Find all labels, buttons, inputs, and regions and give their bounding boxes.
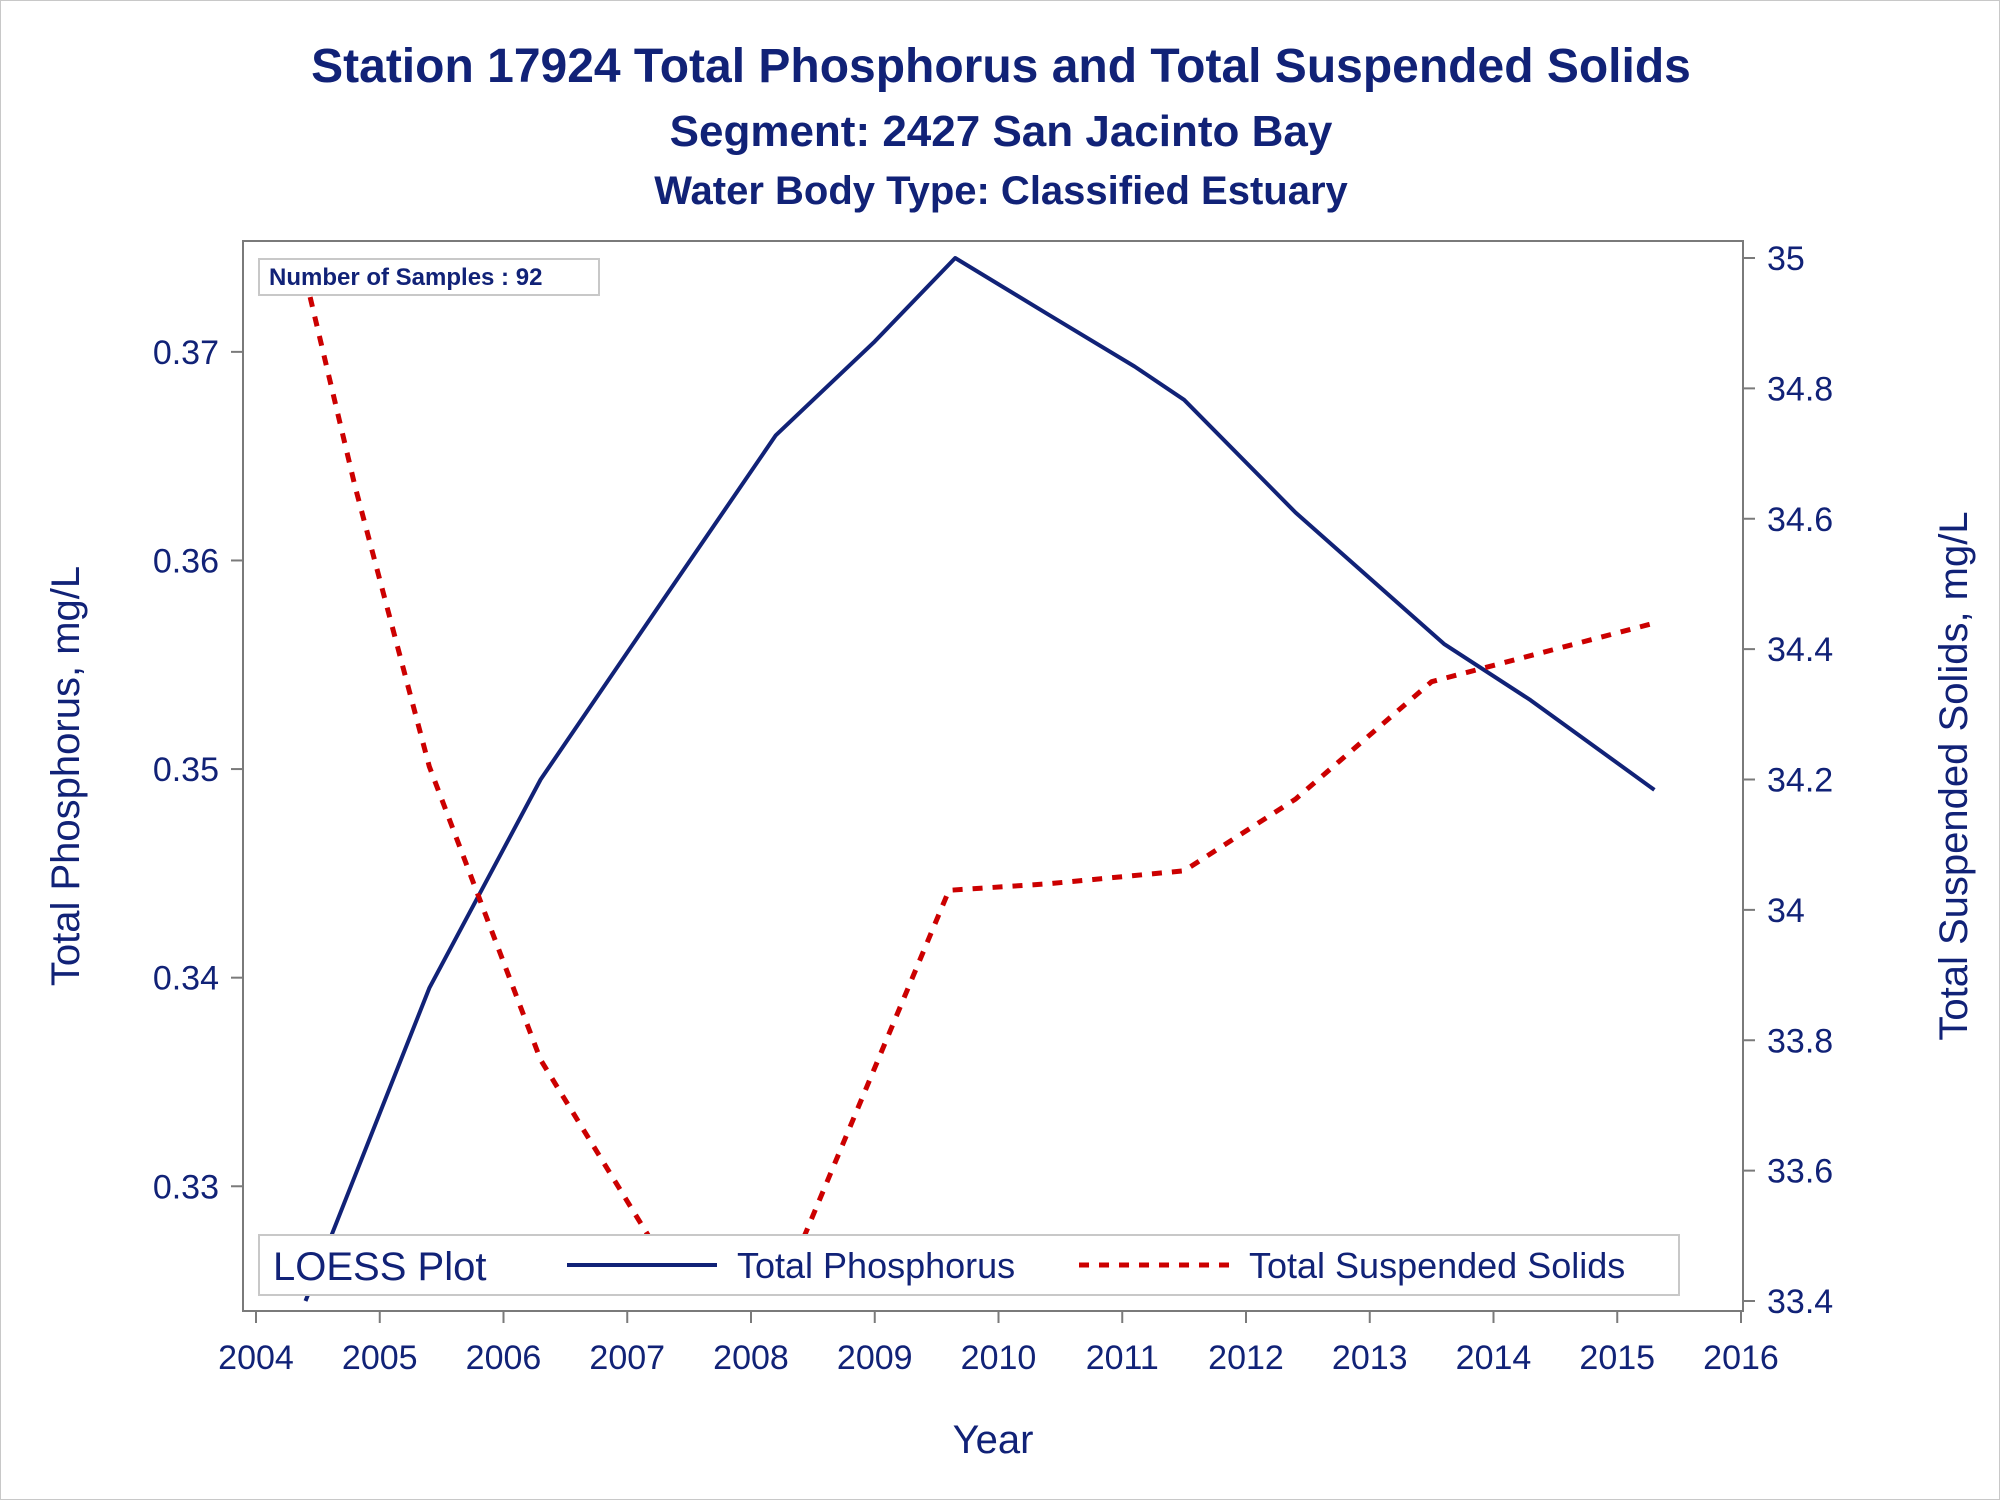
x-tick-label: 2012 — [1208, 1339, 1284, 1377]
chart-title: Station 17924 Total Phosphorus and Total… — [311, 40, 1691, 93]
chart-subtitle-waterbody: Water Body Type: Classified Estuary — [654, 169, 1348, 213]
x-tick-label: 2006 — [466, 1339, 542, 1377]
y-right-axis-label: Total Suspended Solids, mg/L — [1932, 511, 1976, 1040]
y-right-tick-label: 35 — [1767, 240, 1805, 278]
series-line-total-phosphorus — [303, 256, 1656, 1302]
x-tick-label: 2015 — [1579, 1339, 1655, 1377]
y-right-tick-label: 33.4 — [1767, 1283, 1833, 1321]
y-left-tick-label: 0.37 — [153, 334, 219, 372]
x-axis-label: Year — [953, 1418, 1034, 1462]
chart-subtitle-segment: Segment: 2427 San Jacinto Bay — [669, 107, 1333, 156]
x-tick-label: 2004 — [218, 1339, 294, 1377]
sample-count-text: Number of Samples : 92 — [269, 264, 542, 291]
x-tick-label: 2008 — [713, 1339, 789, 1377]
legend-label-total-phosphorus: Total Phosphorus — [737, 1245, 1015, 1286]
y-right-tick-label: 34.6 — [1767, 501, 1833, 539]
legend-title: LOESS Plot — [273, 1245, 486, 1289]
legend-label-total-suspended-solids: Total Suspended Solids — [1249, 1245, 1625, 1286]
sample-count-inset: Number of Samples : 92 — [258, 258, 600, 296]
x-tick-label: 2009 — [837, 1339, 913, 1377]
axes: 2004 2005 2006 2007 2008 2009 2010 2011 2012 2013… — [44, 240, 1976, 1462]
x-tick-label: 2014 — [1456, 1339, 1532, 1377]
sample-count-box — [258, 258, 600, 296]
y-left-tick-label: 0.35 — [153, 751, 219, 789]
legend-box — [258, 1234, 1680, 1296]
x-tick-label: 2010 — [961, 1339, 1037, 1377]
x-tick-label: 2005 — [342, 1339, 418, 1377]
y-right-tick-label: 34.4 — [1767, 631, 1833, 669]
y-left-tick-label: 0.34 — [153, 960, 219, 998]
x-tick-label: 2016 — [1703, 1339, 1779, 1377]
y-right-tick-label: 34.8 — [1767, 370, 1833, 408]
y-left-tick-label: 0.33 — [153, 1168, 219, 1206]
y-right-tick-label: 33.6 — [1767, 1153, 1833, 1191]
x-tick-label: 2007 — [589, 1339, 665, 1377]
series-line-total-suspended-solids — [303, 277, 1656, 1278]
y-right-tick-label: 34.2 — [1767, 762, 1833, 800]
plot-area-frame — [242, 240, 1744, 1312]
legend: LOESS Plot Total Phosphorus Total Suspen… — [258, 1234, 1680, 1296]
x-tick-label: 2011 — [1086, 1339, 1159, 1377]
y-right-tick-label: 33.8 — [1767, 1022, 1833, 1060]
series-layer — [303, 256, 1656, 1302]
y-right-tick-label: 34 — [1767, 892, 1805, 930]
y-left-axis-label: Total Phosphorus, mg/L — [44, 566, 88, 986]
x-tick-label: 2013 — [1332, 1339, 1408, 1377]
y-left-tick-label: 0.36 — [153, 542, 219, 580]
